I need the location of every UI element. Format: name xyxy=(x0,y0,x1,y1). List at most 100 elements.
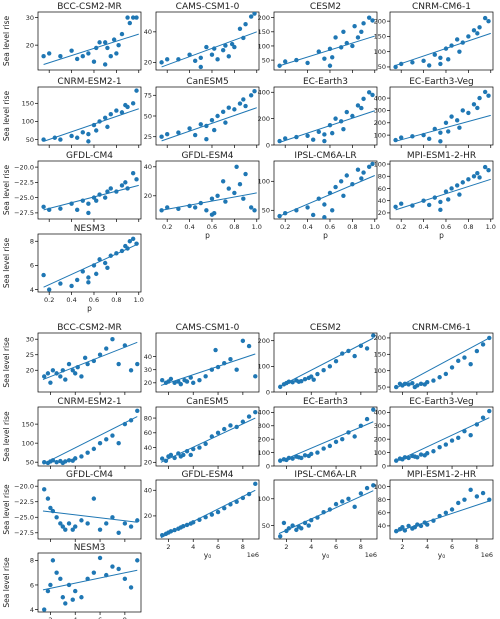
panel-ipsl-cm6a-lr: IPSL-CM6A-LR 50 100 0.2 0.4 0.6 0.8 1.0 p xyxy=(258,151,380,240)
data-point xyxy=(432,52,437,57)
data-point xyxy=(456,435,461,441)
data-point xyxy=(204,44,209,50)
y-axis-label: Sea level rise xyxy=(2,411,11,462)
data-marks xyxy=(393,15,491,70)
data-point xyxy=(358,343,364,349)
y-tick-label: 150 xyxy=(258,28,270,36)
data-point xyxy=(41,53,46,59)
y-tick-label: 100 xyxy=(374,131,386,139)
data-point xyxy=(315,371,320,377)
data-point xyxy=(486,167,491,173)
data-point xyxy=(355,103,361,108)
data-point xyxy=(52,135,57,140)
data-point xyxy=(192,132,198,138)
y-tick-label: 20 xyxy=(144,512,152,520)
axes-frame xyxy=(273,11,378,71)
data-point xyxy=(468,487,473,493)
data-point xyxy=(223,43,228,48)
data-point xyxy=(364,485,370,491)
data-point xyxy=(209,52,215,57)
data-point xyxy=(187,203,192,209)
data-point xyxy=(438,130,443,135)
axes-frame xyxy=(155,160,260,220)
data-marks xyxy=(41,15,139,67)
data-point xyxy=(46,207,52,213)
data-point xyxy=(80,198,85,203)
data-point xyxy=(73,524,78,529)
axes-frame xyxy=(37,406,142,467)
data-point xyxy=(454,118,460,123)
data-point xyxy=(116,42,121,48)
panel-title: CESM2 xyxy=(310,2,341,12)
data-point xyxy=(86,131,91,137)
data-point xyxy=(91,195,97,200)
y-tick-label: 20 xyxy=(144,459,152,467)
y-tick-label: 200 xyxy=(258,435,270,443)
data-point xyxy=(134,15,139,20)
data-point xyxy=(46,51,52,56)
x-tick-label: 2 xyxy=(400,543,404,551)
data-point xyxy=(66,521,72,526)
data-point xyxy=(119,110,125,115)
data-point xyxy=(203,374,208,379)
fit-line xyxy=(278,337,374,388)
data-point xyxy=(125,186,130,191)
y-tick-label: 200 xyxy=(374,17,386,25)
fit-line xyxy=(279,175,375,217)
x-tick-label: 0.8 xyxy=(229,223,239,231)
data-point xyxy=(69,48,74,53)
data-point xyxy=(135,518,140,523)
data-point xyxy=(456,358,461,364)
data-point xyxy=(338,45,344,50)
data-point xyxy=(355,167,361,172)
data-point xyxy=(309,451,314,457)
data-point xyxy=(358,423,364,428)
data-point xyxy=(70,368,75,373)
data-point xyxy=(97,119,102,124)
data-point xyxy=(344,40,349,46)
data-point xyxy=(97,527,103,532)
data-point xyxy=(398,201,404,206)
y-tick-label: 20 xyxy=(26,367,34,375)
y-tick-label: 300 xyxy=(374,107,386,115)
data-point xyxy=(108,111,113,117)
data-point xyxy=(431,449,436,454)
data-point xyxy=(130,236,136,242)
data-point xyxy=(471,102,477,107)
data-point xyxy=(462,428,467,434)
data-point xyxy=(70,597,75,602)
x-tick-label: 8 xyxy=(241,543,245,551)
data-point xyxy=(80,269,85,274)
panel-title: GFDL-ESM4 xyxy=(181,151,233,161)
data-marks xyxy=(42,487,140,535)
data-point xyxy=(425,379,430,385)
panel-cnrm-cm6-1: CNRM-CM6-1 50 100 150 200 xyxy=(374,323,494,395)
data-point xyxy=(50,508,56,514)
data-point xyxy=(130,101,136,106)
y-tick-label: 80 xyxy=(144,414,152,422)
x-tick-label: 1.0 xyxy=(252,223,262,231)
data-point xyxy=(184,379,190,384)
data-point xyxy=(371,407,376,412)
data-point xyxy=(164,132,170,137)
data-point xyxy=(102,115,108,121)
data-point xyxy=(48,380,53,385)
data-point xyxy=(457,49,462,54)
y-tick-label: 0 xyxy=(382,462,386,470)
data-point xyxy=(355,35,361,40)
y-tick-label: 50 xyxy=(26,136,34,144)
panel-title: MPI-ESM1-2-HR xyxy=(407,470,476,480)
data-point xyxy=(91,263,97,268)
data-point xyxy=(104,572,109,578)
data-point xyxy=(215,113,220,119)
y-tick-label: 40 xyxy=(144,28,152,36)
y-tick-label: 20 xyxy=(144,379,152,387)
data-point xyxy=(128,585,134,590)
data-point xyxy=(437,513,442,519)
panel-title: EC-Earth3-Veg xyxy=(409,77,474,87)
x-tick-label: 2 xyxy=(48,616,52,619)
data-point xyxy=(477,25,482,30)
x-tick-label: 0.2 xyxy=(280,223,290,231)
